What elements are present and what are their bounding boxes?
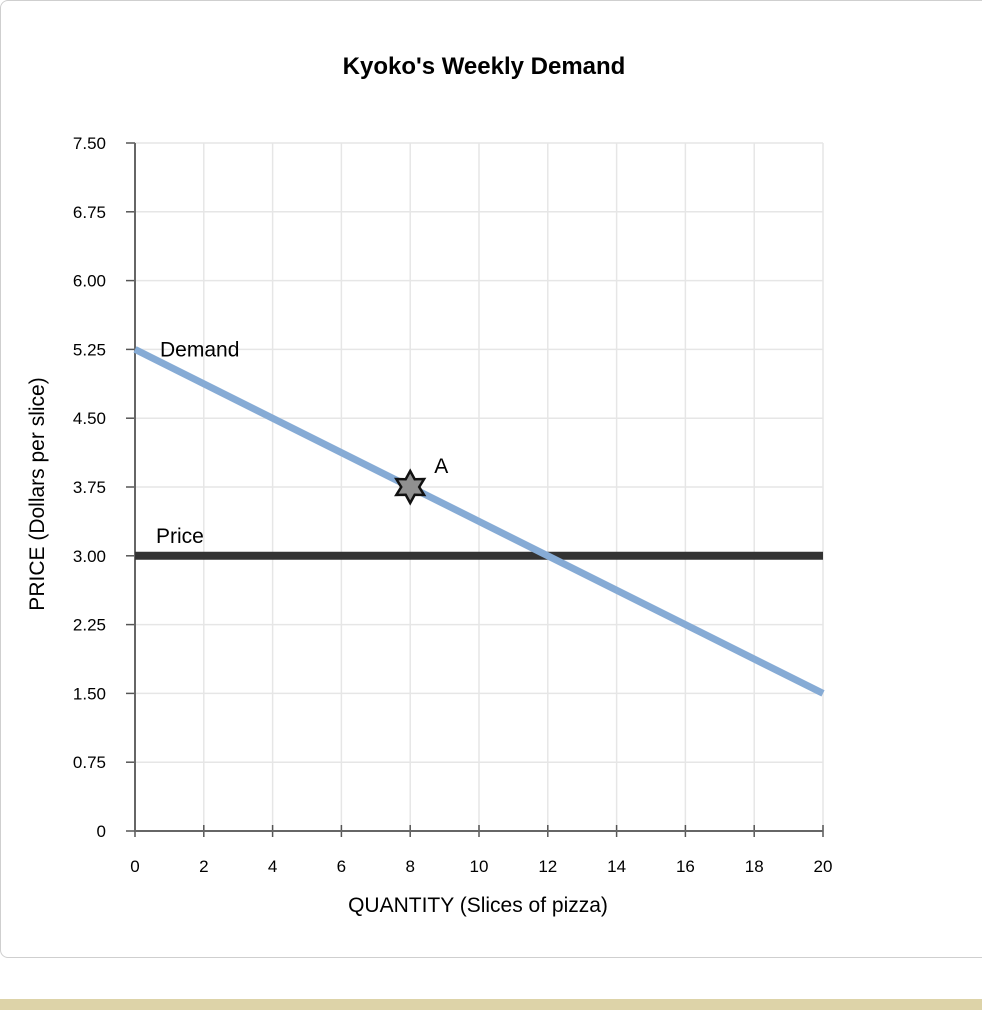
y-axis-label: PRICE (Dollars per slice) xyxy=(26,377,49,610)
y-tick-label: 3.00 xyxy=(73,547,106,566)
y-tick-label: 1.50 xyxy=(73,684,106,703)
point-markers: A xyxy=(394,455,448,506)
x-tick-label: 18 xyxy=(745,857,764,876)
x-tick-label: 2 xyxy=(199,857,208,876)
demand-curve-label: Demand xyxy=(160,338,239,361)
chart-card xyxy=(0,0,982,958)
y-tick-label: 4.50 xyxy=(73,409,106,428)
y-tick-labels: 0 0.75 1.50 2.25 3.00 3.75 4.50 5.25 6.00 6.75 7.5… xyxy=(73,134,106,841)
x-tick-label: 6 xyxy=(337,857,346,876)
bottom-divider-bar xyxy=(0,999,982,1010)
x-tick-label: 4 xyxy=(268,857,277,876)
y-tick-label: 2.25 xyxy=(73,616,106,635)
point-a-label: A xyxy=(434,455,448,478)
y-tick-label: 0 xyxy=(97,822,106,841)
price-line-label: Price xyxy=(156,525,204,548)
series-lines: Demand Price xyxy=(133,338,825,697)
y-tick-label: 3.75 xyxy=(73,478,106,497)
demand-curve xyxy=(133,346,825,697)
x-tick-labels: 0 2 4 6 8 10 12 14 16 18 20 xyxy=(130,857,832,876)
x-tick-label: 8 xyxy=(405,857,414,876)
y-tick-label: 6.75 xyxy=(73,203,106,222)
x-tick-label: 16 xyxy=(676,857,695,876)
x-tick-label: 0 xyxy=(130,857,139,876)
axes xyxy=(126,142,824,837)
x-tick-label: 12 xyxy=(538,857,557,876)
y-tick-label: 0.75 xyxy=(73,753,106,772)
x-axis-label: QUANTITY (Slices of pizza) xyxy=(348,894,608,917)
x-tick-label: 10 xyxy=(470,857,489,876)
y-tick-label: 5.25 xyxy=(73,340,106,359)
x-tick-label: 14 xyxy=(607,857,626,876)
chart-title: Kyoko's Weekly Demand xyxy=(343,53,626,80)
x-tick-label: 20 xyxy=(814,857,833,876)
y-tick-label: 7.50 xyxy=(73,134,106,153)
y-tick-label: 6.00 xyxy=(73,272,106,291)
point-a-star-marker xyxy=(394,468,427,506)
grid-lines xyxy=(135,142,824,831)
